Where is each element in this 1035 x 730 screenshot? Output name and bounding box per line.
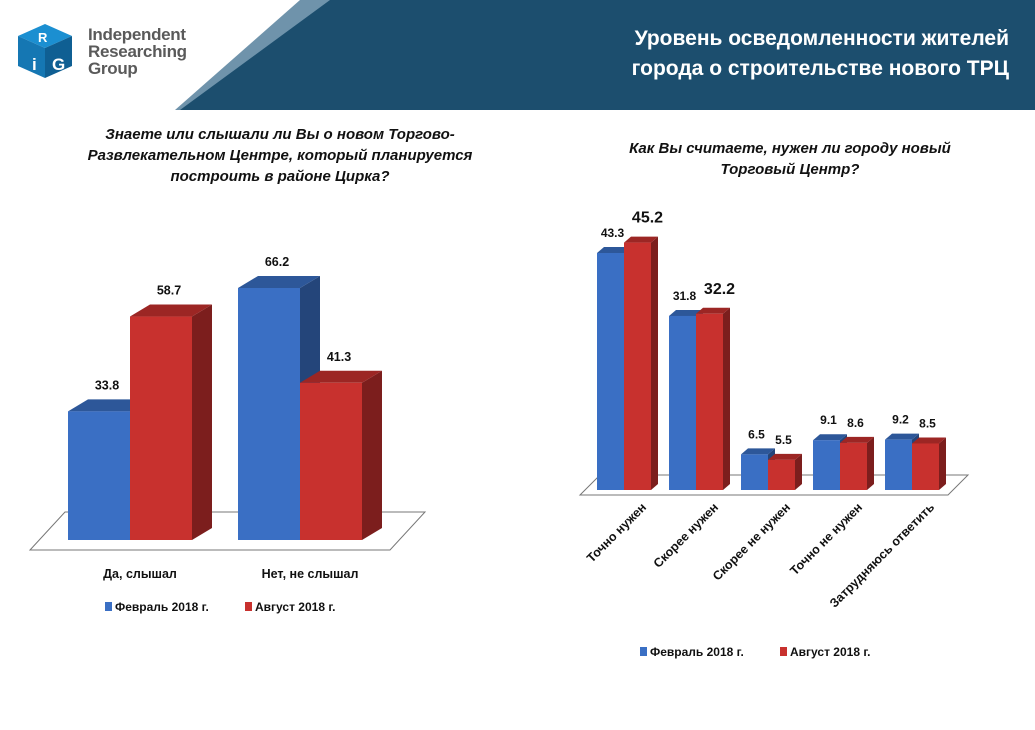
chart-2-bar	[813, 440, 840, 490]
chart-2-bar	[624, 242, 651, 490]
chart-2-data-label: 9.1	[820, 413, 837, 427]
chart-2-bar-side	[723, 307, 730, 490]
chart-1-bar-top	[130, 304, 212, 317]
logo-letter-r: R	[38, 30, 48, 45]
chart-1-legend-swatch-0	[105, 602, 112, 611]
chart-2-bar-top	[597, 247, 631, 253]
logo-letter-i: i	[32, 55, 37, 74]
chart-2-category-label: Точно не нужен	[787, 500, 865, 578]
chart-1-legend-label-0: Февраль 2018 г.	[115, 600, 209, 614]
chart-2-legend-label-0: Февраль 2018 г.	[650, 645, 744, 659]
chart-2-bar	[885, 439, 912, 490]
brand-line-3: Group	[88, 59, 138, 78]
chart-2-bar-top	[741, 448, 775, 455]
chart-2-bar	[696, 313, 723, 490]
brand-line-2: Researching	[88, 42, 187, 61]
chart-2-bar-top	[669, 309, 703, 316]
brand-line-1: Independent	[88, 25, 186, 44]
chart-2-data-label: 8.6	[847, 416, 864, 430]
chart-2-data-label: 9.2	[892, 413, 909, 427]
chart-2-bar-top	[813, 434, 847, 441]
logo-letter-g: G	[52, 55, 65, 74]
chart-1-data-label: 41.3	[327, 350, 351, 364]
chart-2-bar	[840, 442, 867, 490]
chart-1-category-label: Да, слышал	[103, 567, 177, 581]
chart-2-bar-top	[912, 437, 946, 444]
chart-2-data-label: 6.5	[748, 427, 765, 441]
chart-1-bar	[300, 382, 362, 540]
chart-2-bar-top	[696, 307, 730, 314]
chart-2-legend-swatch-1	[780, 647, 787, 656]
chart-2-bar-top	[840, 436, 874, 443]
chart-2-legend-swatch-0	[640, 647, 647, 656]
chart-2-bar	[597, 253, 624, 490]
chart-1-bar	[130, 316, 192, 540]
chart-2-data-label: 43.3	[601, 226, 625, 240]
chart-1-title: Знаете или слышали ли Вы о новом Торгово…	[87, 126, 473, 185]
chart-1-legend-swatch-1	[245, 602, 252, 611]
chart-2-category-label: Скорее не нужен	[710, 500, 793, 583]
chart-1-legend-label-1: Август 2018 г.	[255, 600, 335, 614]
company-logo: i R G	[18, 24, 72, 78]
page-title: Уровень осведомленности жителей города о…	[631, 27, 1009, 80]
chart-1-data-label: 33.8	[95, 378, 119, 392]
chart-2-legend-label-1: Август 2018 г.	[790, 645, 870, 659]
chart-2-bar-side	[867, 436, 874, 490]
chart-1-bar-side	[362, 370, 382, 540]
chart-1-data-label: 58.7	[157, 284, 181, 298]
chart-2-title: Как Вы считаете, нужен ли городу новый Т…	[629, 140, 951, 178]
header-band-shape	[175, 0, 1035, 110]
chart-2-bar	[912, 443, 939, 490]
chart-1-bar	[238, 288, 300, 540]
chart-1-bar-top	[238, 276, 320, 288]
chart-1-bar-top	[68, 399, 150, 412]
chart-2-bar	[741, 454, 768, 490]
chart-2-bar-side	[795, 453, 802, 490]
chart-1-category-label: Нет, не слышал	[262, 567, 359, 581]
chart-2-bar	[768, 459, 795, 490]
chart-2-bar-side	[939, 437, 946, 490]
chart-2-bar-top	[768, 453, 802, 460]
chart-1-bar-top	[300, 370, 382, 383]
chart-2-data-label: 31.8	[673, 289, 697, 303]
chart-2-data-label: 5.5	[775, 433, 792, 447]
chart-1-bar	[68, 411, 130, 540]
chart-2-bar	[669, 315, 696, 490]
chart-2-data-label: 32.2	[704, 281, 735, 298]
chart-2-bar-top	[885, 433, 919, 440]
chart-2-bar-side	[651, 236, 658, 490]
chart-2-data-label: 45.2	[632, 210, 663, 227]
chart-1-bar-side	[192, 304, 212, 540]
chart-2-category-label: Точно нужен	[584, 500, 649, 565]
chart-1-data-label: 66.2	[265, 255, 289, 269]
header-banner: i R G Independent Researching Group Уров…	[0, 0, 1035, 110]
chart-2-data-label: 8.5	[919, 416, 936, 430]
chart-2-category-label: Скорее нужен	[651, 500, 721, 570]
chart-2-bar-top	[624, 236, 658, 243]
